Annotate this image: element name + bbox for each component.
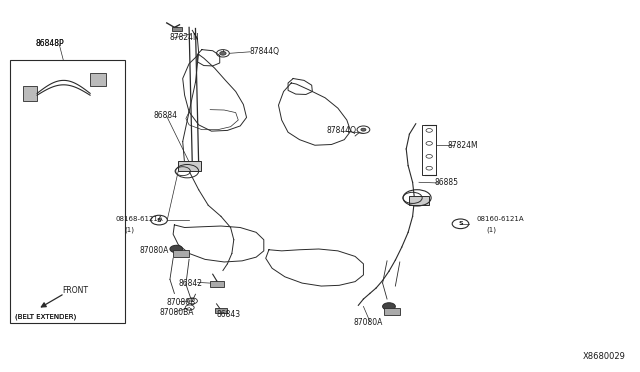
- Circle shape: [361, 128, 366, 131]
- Circle shape: [220, 51, 226, 55]
- Text: (BELT EXTENDER): (BELT EXTENDER): [15, 313, 76, 320]
- Text: X8680029: X8680029: [582, 352, 625, 361]
- Text: S: S: [458, 221, 463, 226]
- Text: (1): (1): [486, 226, 496, 232]
- Text: 87080BA: 87080BA: [159, 308, 193, 317]
- Text: 87844Q: 87844Q: [250, 47, 280, 56]
- Text: 87824N: 87824N: [170, 33, 200, 42]
- Bar: [384, 308, 400, 315]
- Bar: [90, 73, 106, 86]
- Text: 86884: 86884: [154, 111, 178, 120]
- Bar: [210, 281, 224, 287]
- Text: 86848P: 86848P: [36, 39, 65, 48]
- Text: S: S: [157, 218, 161, 222]
- Text: 86848P: 86848P: [36, 39, 65, 48]
- Bar: [215, 308, 227, 313]
- Circle shape: [170, 245, 182, 253]
- Text: 08160-6121A: 08160-6121A: [476, 216, 524, 222]
- Text: 86885: 86885: [435, 178, 459, 187]
- Text: (1): (1): [124, 226, 134, 232]
- Text: 08168-6121A: 08168-6121A: [116, 216, 163, 222]
- Bar: [23, 86, 37, 101]
- Text: 87080A: 87080A: [353, 318, 383, 327]
- Bar: [422, 125, 436, 175]
- Bar: [410, 196, 429, 205]
- Text: 87844Q: 87844Q: [326, 126, 356, 135]
- Text: (BELT EXTENDER): (BELT EXTENDER): [15, 313, 76, 320]
- Text: 86843: 86843: [216, 310, 241, 319]
- Bar: [178, 161, 200, 171]
- Bar: [10, 60, 125, 323]
- Text: FRONT: FRONT: [63, 286, 88, 295]
- Bar: [173, 250, 189, 257]
- Circle shape: [383, 303, 396, 310]
- Text: 86842: 86842: [178, 279, 202, 288]
- Bar: [172, 27, 182, 31]
- Text: 87824M: 87824M: [448, 141, 478, 150]
- Text: 87080A: 87080A: [140, 246, 170, 255]
- Text: 87080B: 87080B: [167, 298, 196, 307]
